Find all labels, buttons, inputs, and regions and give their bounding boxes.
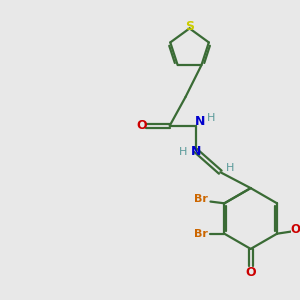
Text: S: S	[185, 20, 194, 34]
Text: O: O	[245, 266, 256, 279]
Text: H: H	[206, 113, 215, 123]
Text: Br: Br	[194, 229, 208, 239]
Text: H: H	[179, 147, 188, 157]
Text: Br: Br	[194, 194, 208, 204]
Text: H: H	[226, 163, 235, 173]
Text: O: O	[290, 223, 300, 236]
Text: N: N	[190, 146, 201, 158]
Text: O: O	[136, 119, 147, 132]
Text: N: N	[195, 115, 205, 128]
